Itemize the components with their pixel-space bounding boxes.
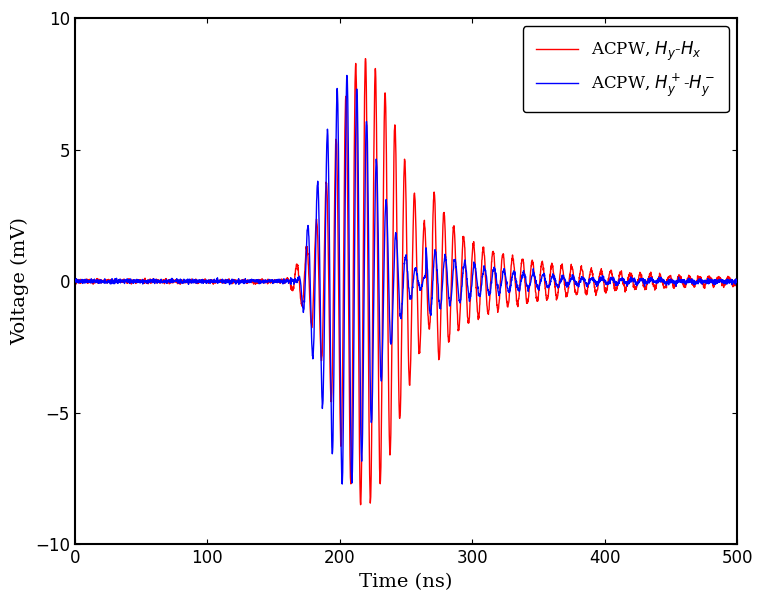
- ACPW, $H_y^+$-$H_y^-$: [146, 277, 155, 284]
- ACPW, $H_y$-$H_x$: [649, 279, 658, 287]
- ACPW, $H_y^+$-$H_y^-$: [353, 135, 362, 142]
- ACPW, $H_y^+$-$H_y^-$: [185, 278, 194, 285]
- Line: ACPW, $H_y$-$H_x$: ACPW, $H_y$-$H_x$: [75, 58, 737, 504]
- ACPW, $H_y$-$H_x$: [720, 281, 729, 288]
- ACPW, $H_y$-$H_x$: [353, 187, 362, 194]
- ACPW, $H_y^+$-$H_y^-$: [733, 277, 742, 284]
- ACPW, $H_y$-$H_x$: [356, 501, 365, 508]
- ACPW, $H_y^+$-$H_y^-$: [324, 181, 333, 188]
- ACPW, $H_y^+$-$H_y^-$: [338, 480, 347, 488]
- ACPW, $H_y^+$-$H_y^-$: [342, 72, 351, 79]
- X-axis label: Time (ns): Time (ns): [359, 573, 452, 591]
- Y-axis label: Voltage (mV): Voltage (mV): [11, 217, 29, 345]
- ACPW, $H_y$-$H_x$: [146, 279, 155, 287]
- Line: ACPW, $H_y^+$-$H_y^-$: ACPW, $H_y^+$-$H_y^-$: [75, 75, 737, 484]
- ACPW, $H_y$-$H_x$: [361, 55, 370, 62]
- ACPW, $H_y$-$H_x$: [185, 276, 194, 284]
- ACPW, $H_y^+$-$H_y^-$: [720, 278, 729, 285]
- ACPW, $H_y$-$H_x$: [70, 278, 79, 285]
- ACPW, $H_y$-$H_x$: [733, 274, 742, 281]
- ACPW, $H_y^+$-$H_y^-$: [649, 279, 658, 286]
- ACPW, $H_y^+$-$H_y^-$: [70, 278, 79, 285]
- Legend: ACPW, $H_y$-$H_x$, ACPW, $H_y^+$-$H_y^-$: ACPW, $H_y$-$H_x$, ACPW, $H_y^+$-$H_y^-$: [523, 26, 729, 112]
- ACPW, $H_y$-$H_x$: [324, 283, 333, 290]
